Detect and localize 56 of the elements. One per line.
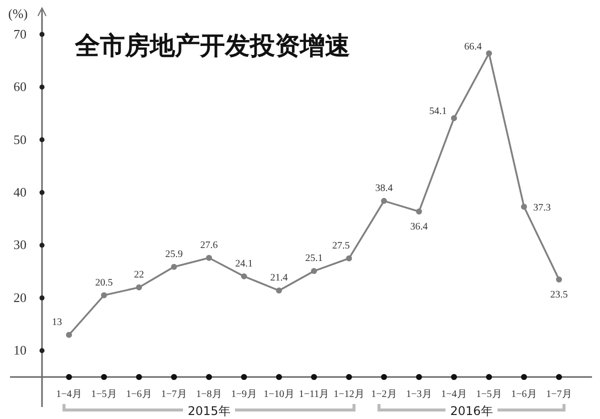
- x-tick-label: 1−4月: [56, 389, 82, 400]
- point: [276, 288, 282, 294]
- point: [486, 50, 492, 56]
- x-tick-label: 1−6月: [126, 389, 152, 400]
- data-label: 54.1: [429, 106, 447, 118]
- y-tick-label: 70: [14, 26, 26, 42]
- data-label: 13: [52, 316, 62, 328]
- point: [136, 284, 142, 290]
- y-tick-label: 60: [14, 79, 26, 94]
- x-tick-label: 1−6月: [511, 389, 537, 400]
- y-axis-title: (%): [8, 6, 28, 21]
- x-tick-label: 1−5月: [91, 389, 117, 400]
- text: 全市房地产开发投资增速: [74, 31, 350, 60]
- data-label: 22: [134, 269, 144, 280]
- x-tick-label: 1−2月: [371, 389, 397, 400]
- point: [451, 115, 457, 122]
- point: [381, 198, 387, 204]
- point: [206, 254, 212, 261]
- point: [556, 276, 562, 282]
- data-label: 66.4: [464, 41, 482, 52]
- y-tick-label: 20: [14, 290, 26, 305]
- point: [311, 268, 317, 274]
- data-label: 36.4: [410, 221, 428, 232]
- point: [416, 208, 422, 214]
- y-tick-label: 50: [14, 132, 26, 147]
- data-label: 21.4: [270, 272, 288, 284]
- data-label: 24.1: [235, 258, 253, 270]
- x-tick-label: 1−12月: [334, 389, 364, 400]
- point: [521, 204, 527, 210]
- data-label: 20.5: [95, 277, 113, 288]
- point: [101, 292, 107, 298]
- x-tick-label: 1−9月: [231, 389, 257, 400]
- x-tick-label: 1−3月: [406, 389, 432, 400]
- y-tick-label: 40: [14, 184, 26, 200]
- data-label: 23.5: [550, 289, 568, 300]
- data-label: 38.4: [375, 182, 393, 194]
- data-label: 27.5: [332, 240, 350, 252]
- x-tick-label: 1−10月: [264, 389, 294, 400]
- point: [346, 255, 352, 262]
- y-tick-label: 30: [14, 237, 26, 252]
- data-label: 37.3: [533, 202, 551, 214]
- x-tick-label: 1−7月: [546, 389, 572, 400]
- text: 2015年: [188, 404, 230, 418]
- text: 2016年: [450, 404, 493, 418]
- point: [171, 264, 177, 270]
- data-label: 25.9: [165, 248, 183, 260]
- x-tick-label: 1−11月: [298, 389, 330, 400]
- x-tick-label: 1−4月: [441, 389, 467, 400]
- x-tick-label: 1−7月: [161, 389, 187, 400]
- data-label: 27.6: [200, 240, 218, 251]
- point: [241, 273, 247, 280]
- data-label: 25.1: [305, 253, 323, 264]
- y-tick-label: 10: [14, 342, 26, 358]
- x-tick-label: 1−8月: [196, 389, 222, 400]
- point: [66, 332, 72, 338]
- x-tick-label: 1−5月: [476, 389, 502, 400]
